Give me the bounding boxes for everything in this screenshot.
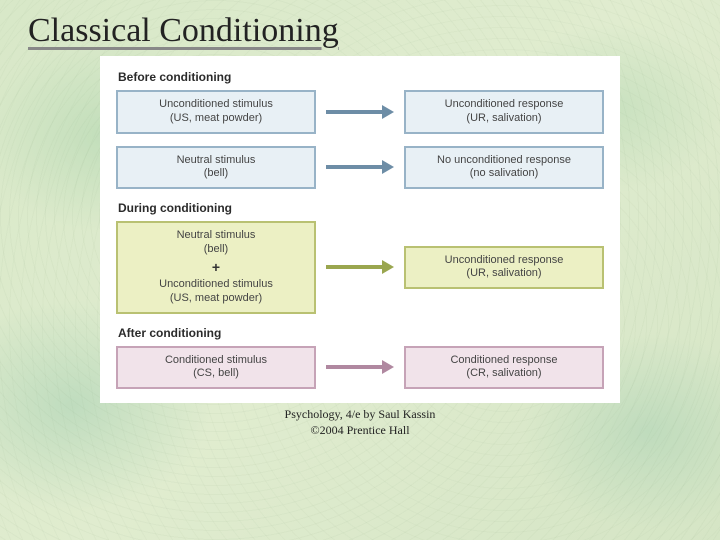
box-no-ur: No unconditioned response (no salivation… [404, 146, 604, 190]
box-neutral-plus-us: Neutral stimulus (bell) + Unconditioned … [116, 221, 316, 314]
section-label-after: After conditioning [118, 326, 604, 340]
box-text: (bell) [204, 243, 228, 257]
arrow [316, 105, 404, 119]
box-text: Neutral stimulus [177, 154, 256, 168]
arrow [316, 360, 404, 374]
arrow-head-icon [382, 105, 394, 119]
box-text: Neutral stimulus [177, 229, 256, 243]
after-row: Conditioned stimulus (CS, bell) Conditio… [116, 346, 604, 390]
box-text: Conditioned response [450, 354, 557, 368]
footer: Psychology, 4/e by Saul Kassin ©2004 Pre… [0, 407, 720, 438]
box-text: (US, meat powder) [170, 292, 262, 306]
arrow-shaft [326, 265, 382, 269]
box-ur: Unconditioned response (UR, salivation) [404, 90, 604, 134]
box-ur-during: Unconditioned response (UR, salivation) [404, 246, 604, 290]
during-row: Neutral stimulus (bell) + Unconditioned … [116, 221, 604, 314]
before-row-2: Neutral stimulus (bell) No unconditioned… [116, 146, 604, 190]
box-text: (US, meat powder) [170, 112, 262, 126]
box-text: (UR, salivation) [466, 112, 541, 126]
before-row-1: Unconditioned stimulus (US, meat powder)… [116, 90, 604, 134]
box-cr: Conditioned response (CR, salivation) [404, 346, 604, 390]
arrow-shaft [326, 110, 382, 114]
box-text: (CS, bell) [193, 367, 239, 381]
box-text: Conditioned stimulus [165, 354, 267, 368]
section-label-during: During conditioning [118, 201, 604, 215]
section-label-before: Before conditioning [118, 70, 604, 84]
conditioning-diagram: Before conditioning Unconditioned stimul… [100, 56, 620, 403]
arrow-head-icon [382, 360, 394, 374]
box-text: (UR, salivation) [466, 267, 541, 281]
box-text: Unconditioned response [445, 254, 564, 268]
footer-line-2: ©2004 Prentice Hall [0, 423, 720, 439]
page-title: Classical Conditioning [0, 0, 720, 50]
footer-line-1: Psychology, 4/e by Saul Kassin [0, 407, 720, 423]
box-text: (no salivation) [470, 167, 538, 181]
box-text: Unconditioned stimulus [159, 278, 273, 292]
plus-icon: + [212, 257, 220, 279]
box-us: Unconditioned stimulus (US, meat powder) [116, 90, 316, 134]
box-text: (bell) [204, 167, 228, 181]
arrow-head-icon [382, 160, 394, 174]
box-neutral: Neutral stimulus (bell) [116, 146, 316, 190]
arrow-shaft [326, 165, 382, 169]
arrow-head-icon [382, 260, 394, 274]
box-text: (CR, salivation) [466, 367, 541, 381]
box-cs: Conditioned stimulus (CS, bell) [116, 346, 316, 390]
box-text: Unconditioned stimulus [159, 98, 273, 112]
box-text: Unconditioned response [445, 98, 564, 112]
arrow [316, 160, 404, 174]
box-text: No unconditioned response [437, 154, 571, 168]
arrow-shaft [326, 365, 382, 369]
arrow [316, 260, 404, 274]
